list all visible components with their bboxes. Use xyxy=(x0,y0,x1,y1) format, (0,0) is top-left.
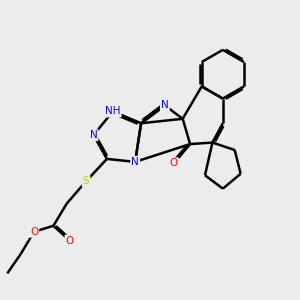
Text: N: N xyxy=(161,100,169,110)
Text: S: S xyxy=(83,176,89,186)
Text: O: O xyxy=(66,236,74,246)
Text: N: N xyxy=(90,130,98,140)
Text: O: O xyxy=(170,158,178,168)
Text: O: O xyxy=(30,227,38,237)
Text: NH: NH xyxy=(105,106,121,116)
Text: N: N xyxy=(131,157,139,167)
